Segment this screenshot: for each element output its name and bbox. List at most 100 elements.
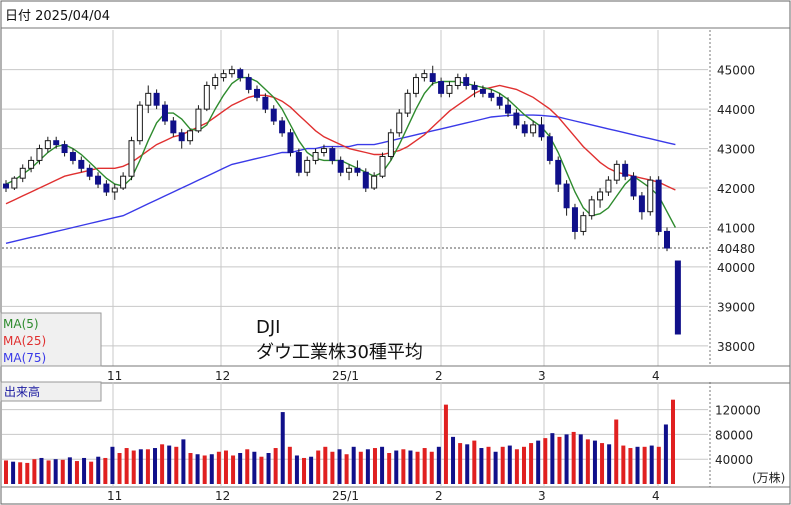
volume-bar <box>592 440 597 484</box>
volume-bar <box>74 461 79 484</box>
volume-bar <box>266 453 271 484</box>
volume-bar <box>32 459 37 484</box>
volume-bar <box>514 449 519 484</box>
candle-body <box>471 84 478 90</box>
volume-bar <box>209 454 214 484</box>
volume-bar <box>401 449 406 484</box>
legend-ma5: MA(5) <box>3 317 39 331</box>
price-panel: 4500044000430004200041000400003900038000… <box>1 30 790 488</box>
volume-x-tick-label: 11 <box>107 489 122 503</box>
candle-body <box>513 112 520 126</box>
price-grid <box>1 30 790 488</box>
candle-body <box>346 167 353 173</box>
candle-body <box>438 81 445 94</box>
volume-bar <box>18 462 23 484</box>
candle-body <box>36 148 43 161</box>
volume-tick-label: 40000 <box>715 453 753 467</box>
candle-body <box>11 177 18 189</box>
candle-body <box>287 132 294 154</box>
volume-bar <box>458 443 463 484</box>
volume-bar <box>507 445 512 484</box>
price-tick-label: 42000 <box>717 182 755 196</box>
volume-x-axis: 11 12 25/1 2 3 4 <box>107 489 660 503</box>
volume-bar <box>167 445 172 484</box>
candle-body <box>647 179 654 213</box>
volume-tick-label: 80000 <box>715 428 753 442</box>
candle-body <box>161 104 168 122</box>
price-x-tick-label: 2 <box>435 369 443 383</box>
candle-body <box>295 152 302 173</box>
candle-body <box>44 140 51 150</box>
candle-body <box>446 84 453 94</box>
volume-bar <box>337 449 342 484</box>
volume-bar <box>195 454 200 484</box>
index-name-label: ダウ工業株30種平均 <box>256 342 423 363</box>
candle-body <box>571 207 578 232</box>
candle-body <box>454 77 461 86</box>
candle-body <box>111 187 118 193</box>
candle-body <box>546 136 553 161</box>
volume-bar <box>60 459 65 484</box>
volume-unit-label: (万株) <box>752 470 785 485</box>
volume-bar <box>550 433 555 484</box>
candle-body <box>228 69 235 75</box>
volume-bar <box>238 453 243 484</box>
volume-bar <box>316 450 321 484</box>
volume-bar <box>358 451 363 484</box>
ma25-line <box>5 84 676 205</box>
volume-bar <box>245 449 250 484</box>
volume-bar <box>344 454 349 484</box>
candle-body <box>245 77 252 90</box>
volume-bar <box>621 445 626 484</box>
volume-bar <box>138 449 143 484</box>
volume-x-tick-label: 3 <box>538 489 546 503</box>
volume-bar <box>25 462 30 484</box>
volume-bar <box>309 456 314 484</box>
candle-body <box>580 215 587 232</box>
price-tick-label: 39000 <box>717 300 755 314</box>
volume-tick-label: 120000 <box>715 404 761 418</box>
volume-bar <box>223 450 228 484</box>
candle-body <box>674 260 681 335</box>
volume-bars <box>4 399 675 484</box>
candle-body <box>605 179 612 193</box>
volume-bar <box>394 450 399 484</box>
candle-body <box>170 120 177 134</box>
volume-axis: 120000 80000 40000 <box>715 404 761 468</box>
volume-bar <box>124 448 129 484</box>
price-tick-label: 45000 <box>717 64 755 78</box>
volume-bar <box>628 448 633 484</box>
price-tick-label: 41000 <box>717 221 755 235</box>
volume-bar <box>635 446 640 484</box>
candle-body <box>379 155 386 177</box>
volume-bar <box>89 461 94 484</box>
volume-bar <box>259 456 264 484</box>
volume-bar <box>451 436 456 484</box>
candle-body <box>354 167 361 173</box>
candle-body <box>505 104 512 114</box>
candle-body <box>412 77 419 94</box>
volume-bar <box>500 446 505 484</box>
legend-box <box>0 312 102 367</box>
candlesticks <box>3 65 681 335</box>
volume-bar <box>188 453 193 484</box>
volume-bar <box>380 446 385 484</box>
volume-bar <box>408 450 413 484</box>
candle-body <box>53 140 60 146</box>
volume-bar <box>443 404 448 484</box>
volume-bar <box>153 448 158 484</box>
volume-bar <box>649 445 654 484</box>
candle-body <box>103 183 110 193</box>
volume-panel: 出来高 120000 80000 40000 (万株) 11 12 25/1 2 3 4 <box>0 381 785 503</box>
volume-bar <box>571 431 576 484</box>
price-tick-label: 44000 <box>717 103 755 117</box>
volume-bar <box>110 446 115 484</box>
candle-body <box>95 175 102 185</box>
volume-bar <box>365 449 370 484</box>
candle-body <box>613 163 620 181</box>
legend-ma25: MA(25) <box>3 334 46 348</box>
candle-body <box>69 152 76 161</box>
current-price-label: 40480 <box>717 242 755 256</box>
volume-bar <box>103 457 108 484</box>
price-x-tick-label: 25/1 <box>332 369 359 383</box>
